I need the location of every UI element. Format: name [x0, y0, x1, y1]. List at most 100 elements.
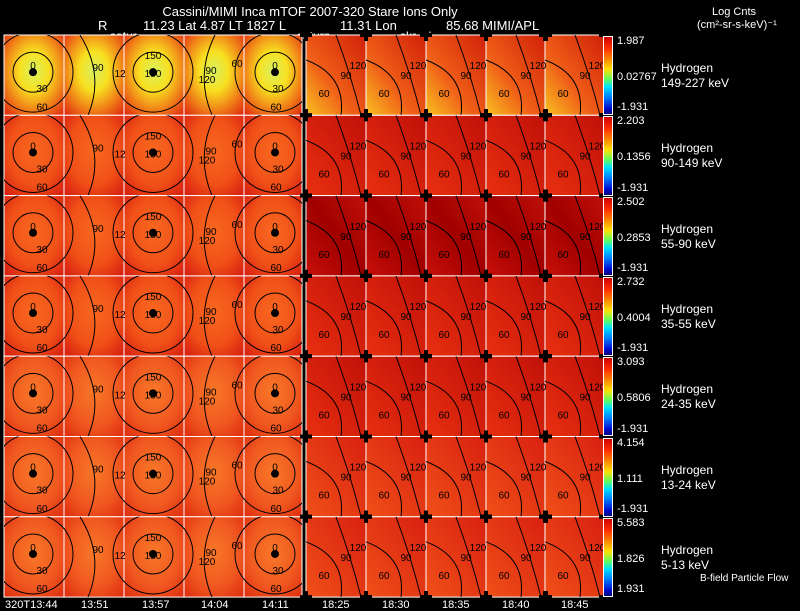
- contour-label: 60: [270, 102, 282, 113]
- corner-marker: [300, 29, 312, 41]
- contour-label: 0: [30, 463, 36, 474]
- contour-label: 60: [231, 139, 243, 150]
- contour-label: 60: [36, 343, 48, 354]
- corner-marker: [480, 591, 492, 604]
- contour-label: 0: [30, 543, 36, 554]
- colorbar-min-label: -1.931: [617, 181, 649, 194]
- time-label: 14:11: [262, 599, 289, 611]
- time-label: 13:57: [142, 599, 170, 611]
- energy-range-label: 24-35 keV: [661, 397, 716, 412]
- energy-range-label: 5-13 keV: [661, 557, 710, 572]
- time-label: 13:51: [81, 599, 109, 611]
- contour-label: 60: [36, 424, 48, 435]
- contour-label: 90: [400, 553, 412, 564]
- corner-marker: [539, 109, 551, 122]
- contour-label: 120: [530, 302, 547, 313]
- contour-label: 90: [460, 71, 472, 82]
- contour-label: 60: [438, 410, 450, 421]
- contour-label: 60: [378, 330, 390, 341]
- corner-marker: [300, 109, 312, 122]
- contour-label: 60: [498, 169, 510, 180]
- contour-label: 60: [270, 343, 282, 354]
- contour-label: 120: [350, 543, 367, 554]
- contour-label: 120: [470, 61, 487, 72]
- contour-label: 120: [589, 382, 606, 393]
- contour-label: 90: [400, 312, 412, 323]
- contour-label: 120: [530, 382, 547, 393]
- corner-marker: [480, 189, 492, 202]
- colorbar: [603, 357, 613, 437]
- heatmap-panel: [425, 114, 487, 197]
- contour-lines: [4, 195, 302, 276]
- units-line2: (cm²-sr-s-keV)⁻¹: [697, 19, 777, 31]
- colorbar-min-label: 1.931: [617, 583, 645, 596]
- l-lon-readout: 11.31 Lon: [340, 18, 397, 33]
- contour-label: 120: [530, 141, 547, 152]
- contour-label: 30: [272, 486, 284, 497]
- lon-instrument-readout: 85.68 MIMI/APL: [446, 18, 540, 33]
- contour-label: 60: [557, 169, 569, 180]
- contour-label: 60: [378, 89, 390, 100]
- units-line1: Log Cnts: [712, 6, 757, 18]
- contour-label: 150: [145, 453, 162, 464]
- colorbar-max-label: 2.203: [617, 115, 645, 128]
- contour-label: 60: [318, 250, 330, 261]
- contour-label: 180: [145, 471, 162, 482]
- contour-label: 0: [272, 463, 278, 474]
- contour-label: 120: [350, 463, 367, 474]
- contour-label: 120: [589, 61, 606, 72]
- contour-label: 60: [270, 424, 282, 435]
- contour-label: 90: [205, 307, 217, 318]
- contour-label: 30: [272, 164, 284, 175]
- contour-label: 120: [530, 543, 547, 554]
- time-label: 18:40: [502, 599, 530, 611]
- corner-marker: [300, 591, 312, 604]
- heatmap-panel: [485, 275, 546, 357]
- contour-label: 60: [318, 169, 330, 180]
- time-label: 320T13:44: [5, 599, 58, 611]
- contour-label: 0: [30, 382, 36, 393]
- heatmap-panel: [183, 355, 245, 438]
- corner-marker: [300, 269, 312, 282]
- contour-label: 90: [92, 304, 104, 315]
- colorbar-max-label: 4.154: [617, 436, 645, 449]
- contour-label: 90: [205, 66, 217, 77]
- corner-marker: [599, 430, 611, 443]
- corner-marker: [539, 350, 551, 363]
- r-label: R: [98, 18, 108, 33]
- time-label: 18:45: [561, 599, 589, 611]
- contour-label: 120: [589, 302, 606, 313]
- contour-label: 90: [460, 151, 472, 162]
- colorbar-min-label: -1.931: [617, 502, 649, 515]
- heatmap-panel: [544, 275, 605, 357]
- contour-label: 90: [520, 553, 532, 564]
- contour-label: 60: [231, 300, 243, 311]
- contour-label: 180: [145, 310, 162, 321]
- contour-label: 90: [340, 473, 352, 484]
- contour-label: 0: [272, 222, 278, 233]
- corner-marker: [599, 269, 611, 282]
- contour-label: 30: [272, 84, 284, 95]
- contour-label: 120: [530, 61, 547, 72]
- contour-label: 120: [589, 463, 606, 474]
- corner-marker: [300, 189, 312, 202]
- contour-label: 60: [270, 584, 282, 595]
- contour-label: 120: [530, 222, 547, 233]
- contour-lines: [306, 35, 601, 116]
- colorbar-mid-label: 0.5806: [617, 392, 651, 405]
- colorbar-mid-label: 1.826: [617, 552, 645, 565]
- contour-label: 90: [205, 387, 217, 398]
- contour-label: 120: [410, 543, 427, 554]
- contour-label: 90: [340, 553, 352, 564]
- contour-label: 60: [318, 571, 330, 582]
- contour-label: 150: [145, 292, 162, 303]
- contour-label: 30: [272, 245, 284, 256]
- contour-label: 90: [520, 71, 532, 82]
- contour-lines: [306, 436, 601, 517]
- heatmap-panel: [544, 436, 605, 518]
- colorbar: [603, 36, 613, 116]
- contour-label: 90: [460, 392, 472, 403]
- contour-label: 60: [270, 504, 282, 515]
